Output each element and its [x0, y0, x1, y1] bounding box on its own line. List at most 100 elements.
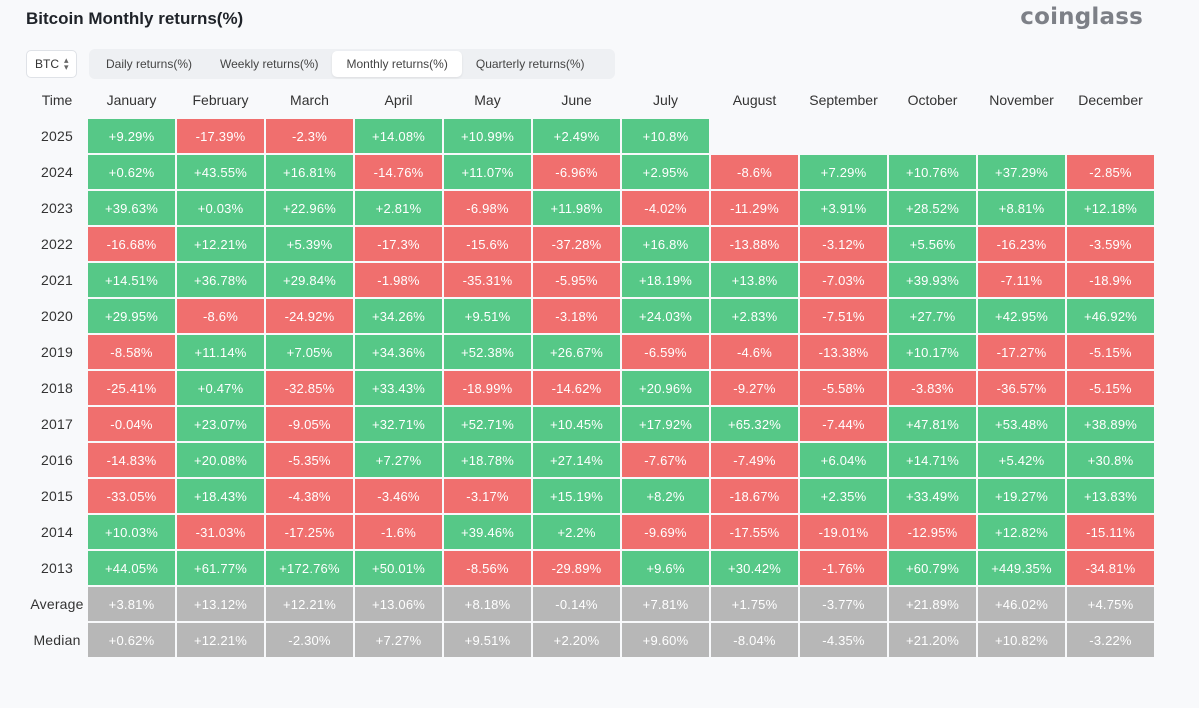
coinglass-logo[interactable]: coinglass [1020, 4, 1143, 30]
return-cell: +12.82% [978, 515, 1065, 549]
return-cell: +16.81% [266, 155, 353, 189]
summary-cell: -2.30% [266, 623, 353, 657]
tab-weekly-returns[interactable]: Weekly returns(%) [220, 57, 319, 71]
year-row-2015: 2015 -33.05% +18.43% -4.38% -3.46% -3.17% +15.… [28, 479, 1154, 513]
return-cell: +13.8% [711, 263, 798, 297]
return-cell: -7.49% [711, 443, 798, 477]
summary-cell: -4.35% [800, 623, 887, 657]
return-cell: -17.3% [355, 227, 442, 261]
page-title: Bitcoin Monthly returns(%) [26, 9, 244, 28]
summary-cell: +3.81% [88, 587, 175, 621]
tab-daily-returns[interactable]: Daily returns(%) [106, 57, 193, 71]
row-label: 2020 [41, 308, 73, 324]
return-cell: -16.23% [978, 227, 1065, 261]
return-cell: -0.04% [88, 407, 175, 441]
return-cell: +12.18% [1067, 191, 1154, 225]
return-cell: -3.46% [355, 479, 442, 513]
year-row-2025: 2025 +9.29% -17.39% -2.3% +14.08% +10.99% +2.4… [28, 119, 1154, 153]
year-row-2017: 2017 -0.04% +23.07% -9.05% +32.71% +52.71% +10… [28, 407, 1154, 441]
return-cell: +29.95% [88, 299, 175, 333]
return-cell: -7.51% [800, 299, 887, 333]
year-row-2019: 2019 -8.58% +11.14% +7.05% +34.36% +52.38% +26… [28, 335, 1154, 369]
return-cell: +9.6% [622, 551, 709, 585]
return-cell: +2.83% [711, 299, 798, 333]
year-row-2024: 2024 +0.62% +43.55% +16.81% -14.76% +11.07% -6… [28, 155, 1154, 189]
return-cell: +2.49% [533, 119, 620, 153]
return-cell: -16.68% [88, 227, 175, 261]
summary-cell: +10.82% [978, 623, 1065, 657]
return-cell: +46.92% [1067, 299, 1154, 333]
year-row-2014: 2014 +10.03% -31.03% -17.25% -1.6% +39.46% +2.… [28, 515, 1154, 549]
return-cell: -18.67% [711, 479, 798, 513]
return-cell: +42.95% [978, 299, 1065, 333]
return-cell: +18.19% [622, 263, 709, 297]
return-cell: +34.26% [355, 299, 442, 333]
return-cell: -14.62% [533, 371, 620, 405]
tab-quarterly-returns[interactable]: Quarterly returns(%) [475, 57, 585, 71]
return-cell: -31.03% [177, 515, 264, 549]
return-cell: -15.6% [444, 227, 531, 261]
summary-cell: -3.22% [1067, 623, 1154, 657]
return-cell: +7.05% [266, 335, 353, 369]
return-cell: +5.56% [889, 227, 976, 261]
return-cell: +17.92% [622, 407, 709, 441]
summary-cell: -8.04% [711, 623, 798, 657]
summary-cell: +7.81% [622, 587, 709, 621]
row-label: 2022 [41, 236, 73, 252]
return-cell: -8.6% [177, 299, 264, 333]
return-cell: -17.25% [266, 515, 353, 549]
return-cell: +18.78% [444, 443, 531, 477]
return-cell: +8.81% [978, 191, 1065, 225]
return-cell: -8.6% [711, 155, 798, 189]
summary-cell: +9.60% [622, 623, 709, 657]
return-cell: +30.42% [711, 551, 798, 585]
return-cell: +6.04% [800, 443, 887, 477]
return-cell: -18.99% [444, 371, 531, 405]
return-cell: +30.8% [1067, 443, 1154, 477]
summary-cell: +46.02% [978, 587, 1065, 621]
return-cell: -4.02% [622, 191, 709, 225]
return-cell: +53.48% [978, 407, 1065, 441]
return-cell: -5.15% [1067, 335, 1154, 369]
return-cell: -7.11% [978, 263, 1065, 297]
row-label: 2017 [41, 416, 73, 432]
return-cell: +2.95% [622, 155, 709, 189]
return-cell: -8.58% [88, 335, 175, 369]
row-label: Median [33, 632, 81, 648]
period-tabs: Daily returns(%) Weekly returns(%) Month… [89, 49, 615, 79]
return-cell: -17.27% [978, 335, 1065, 369]
returns-table: Time January February March April May June July… [26, 81, 1156, 659]
year-row-2018: 2018 -25.41% +0.47% -32.85% +33.43% -18.99% -1… [28, 371, 1154, 405]
year-row-2013: 2013 +44.05% +61.77% +172.76% +50.01% -8.56% -… [28, 551, 1154, 585]
summary-row-average: Average +3.81% +13.12% +12.21% +13.06% +8.18%… [28, 587, 1154, 621]
summary-cell: +0.62% [88, 623, 175, 657]
asset-select[interactable]: BTC ▴ ▾ [26, 50, 77, 78]
return-cell: +36.78% [177, 263, 264, 297]
return-cell: +65.32% [711, 407, 798, 441]
return-cell: +38.89% [1067, 407, 1154, 441]
return-cell: -1.98% [355, 263, 442, 297]
column-header-january: January [106, 92, 157, 108]
return-cell: -6.98% [444, 191, 531, 225]
return-cell: -17.55% [711, 515, 798, 549]
return-cell: -9.27% [711, 371, 798, 405]
return-cell: -11.29% [711, 191, 798, 225]
return-cell: +37.29% [978, 155, 1065, 189]
summary-cell: -0.14% [533, 587, 620, 621]
return-cell: -29.89% [533, 551, 620, 585]
row-label: 2014 [41, 524, 73, 540]
return-cell: +8.2% [622, 479, 709, 513]
return-cell: -3.18% [533, 299, 620, 333]
summary-cell: +12.21% [266, 587, 353, 621]
return-cell: -32.85% [266, 371, 353, 405]
return-cell: +0.62% [88, 155, 175, 189]
return-cell: -9.69% [622, 515, 709, 549]
return-cell: +5.39% [266, 227, 353, 261]
return-cell: +39.93% [889, 263, 976, 297]
empty-cell [800, 119, 887, 153]
column-header-february: February [192, 92, 249, 108]
return-cell: +11.98% [533, 191, 620, 225]
return-cell: -3.59% [1067, 227, 1154, 261]
tab-monthly-returns[interactable]: Monthly returns(%) [332, 51, 462, 77]
return-cell: +19.27% [978, 479, 1065, 513]
